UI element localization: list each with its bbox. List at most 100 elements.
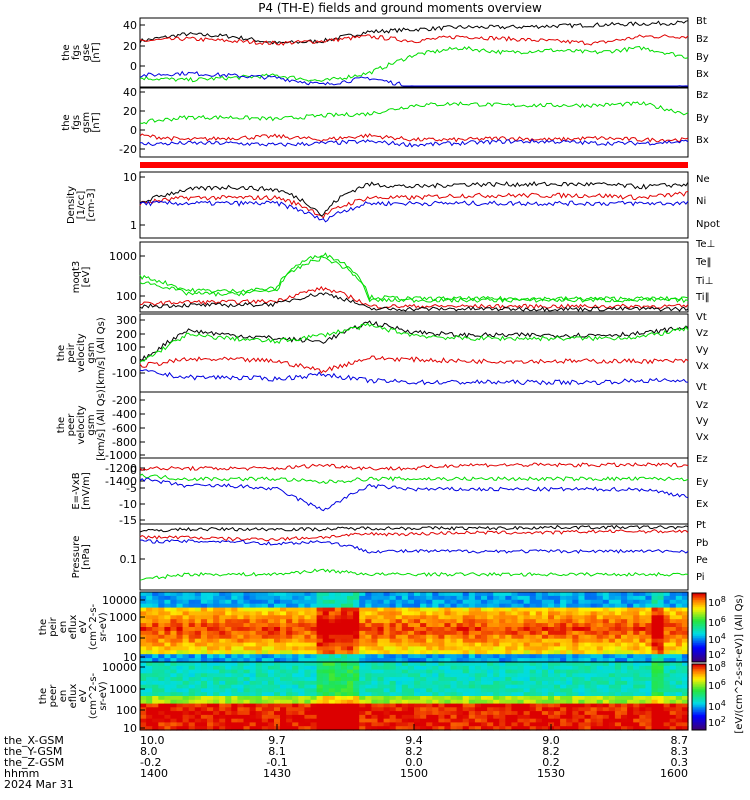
spectrogram-cell (316, 692, 324, 697)
spectrogram-cell (158, 680, 165, 686)
spectrogram-cell (383, 638, 391, 644)
spectrogram-cell (633, 711, 640, 716)
spectrogram-cell (347, 707, 354, 712)
spectrogram-cell (188, 638, 196, 644)
spectrogram-cell (267, 638, 275, 644)
legend-Te: Te⊥ (695, 239, 715, 250)
spectrogram-cell (663, 688, 671, 693)
spectrogram-cell (140, 680, 147, 686)
spectrogram-cell (188, 703, 196, 708)
spectrogram-cell (505, 658, 512, 663)
spectrogram-cell (669, 669, 677, 674)
spectrogram-cell (243, 696, 251, 701)
spectrogram-cell (535, 654, 543, 659)
spectrogram-cell (304, 630, 312, 636)
spectrogram-cell (340, 711, 348, 716)
spectrogram-cell (219, 592, 226, 597)
spectrogram-cell (572, 630, 579, 636)
spectrogram-cell (627, 662, 634, 667)
y-axis-label: moqt3 [eV] (71, 261, 92, 294)
spectrogram-cell (663, 638, 671, 644)
spectrogram-cell (669, 623, 677, 628)
colorbar-cell (692, 670, 706, 673)
legend-Bx: Bx (696, 135, 709, 146)
spectrogram-cell (261, 607, 269, 613)
spectrogram-cell (438, 714, 446, 720)
y-axis-label-line: eflux (68, 615, 79, 640)
colorbar-cell (692, 651, 706, 654)
spectrogram-cell (146, 634, 153, 640)
spectrogram-cell (407, 658, 415, 663)
spectrogram-cell (292, 650, 299, 655)
spectrogram-cell (182, 662, 190, 667)
spectrogram-cell (596, 654, 604, 659)
spectrogram-cell (511, 714, 519, 720)
spectrogram-cell (292, 665, 299, 671)
spectrogram-cell (675, 684, 683, 690)
spectrogram-cell (432, 665, 439, 671)
spectrogram-cell (675, 696, 683, 701)
spectrogram-cell (608, 673, 616, 678)
spectrogram-cell (182, 623, 190, 628)
spectrogram-cell (298, 714, 305, 720)
spectrogram-cell (389, 703, 397, 708)
spectrogram-cell (566, 718, 573, 724)
spectrogram-cell (158, 611, 165, 616)
spectrogram-cell (365, 658, 372, 663)
spectrogram-cell (663, 642, 671, 648)
spectrogram-cell (249, 599, 257, 605)
spectrogram-cell (474, 638, 482, 644)
spectrogram-cell (493, 707, 500, 712)
spectrogram-cell (194, 650, 202, 655)
spectrogram-cell (377, 711, 385, 716)
spectrogram-cell (651, 722, 659, 727)
colorbar-cell (692, 644, 706, 647)
colorbar-cell (692, 716, 706, 719)
spectrogram-cell (651, 726, 659, 731)
spectrogram-cell (267, 726, 275, 731)
spectrogram-cell (651, 595, 659, 601)
spectrogram-cell (481, 692, 488, 697)
spectrogram-cell (621, 673, 628, 678)
colorbar-cell (692, 690, 706, 693)
spectrogram-cell (444, 630, 452, 636)
spectrogram-cell (322, 665, 330, 671)
spectrogram-cell (298, 662, 305, 667)
spectrogram-cell (505, 623, 512, 628)
spectrogram-cell (493, 634, 500, 640)
spectrogram-cell (353, 623, 360, 628)
spectrogram-cell (414, 630, 421, 636)
spectrogram-cell (365, 665, 372, 671)
spectrogram-cell (468, 684, 476, 690)
spectrogram-cell (176, 658, 184, 663)
spectrogram-cell (267, 611, 275, 616)
spectrogram-cell (548, 623, 555, 628)
legend-Ti: Ti‖ (695, 292, 710, 303)
spectrogram-cell (371, 599, 379, 605)
spectrogram-cell (328, 699, 336, 705)
spectrogram-cell (621, 627, 628, 632)
spectrogram-cell (255, 692, 263, 697)
spectrogram-cell (359, 646, 366, 651)
spectrogram-cell (176, 726, 184, 731)
spectrogram-cell (584, 607, 592, 613)
spectrogram-cell (450, 619, 458, 624)
spectrogram-cell (608, 603, 616, 609)
spectrogram-cell (371, 688, 379, 693)
spectrogram-cell (499, 642, 506, 648)
spectrogram-cell (584, 646, 592, 651)
spectrogram-cell (444, 726, 452, 731)
spectrogram-cell (663, 707, 671, 712)
spectrogram-cell (487, 634, 494, 640)
spectrogram-cell (280, 634, 287, 640)
spectrogram-cell (432, 619, 439, 624)
spectrogram-cell (213, 726, 220, 731)
spectrogram-cell (584, 634, 592, 640)
spectrogram-cell (639, 692, 646, 697)
spectrogram-cell (541, 607, 549, 613)
spectrogram-cell (395, 599, 403, 605)
spectrogram-cell (639, 646, 646, 651)
y-tick-label: 100 (116, 290, 137, 303)
spectrogram-cell (669, 642, 677, 648)
